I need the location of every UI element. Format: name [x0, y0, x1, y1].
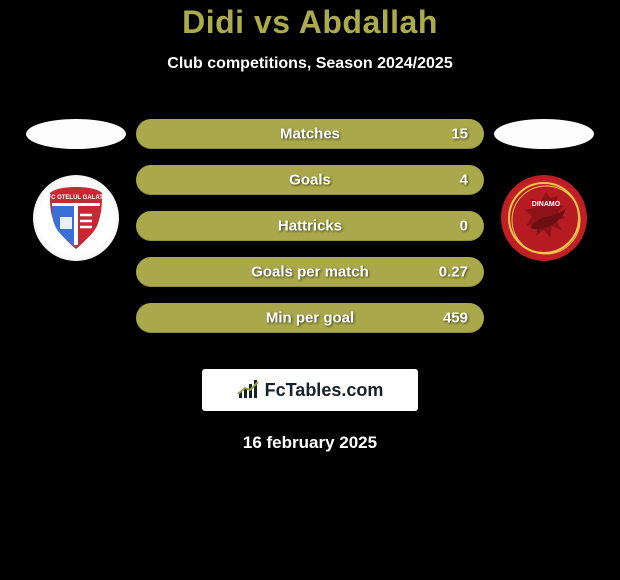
- right-column: DINAMO: [484, 119, 604, 261]
- stat-label: Matches: [280, 126, 340, 143]
- stat-row-hattricks: Hattricks 0: [136, 211, 484, 241]
- right-club-badge: DINAMO: [501, 175, 587, 261]
- stat-value: 4: [460, 172, 468, 189]
- stat-value: 459: [443, 310, 468, 327]
- subtitle: Club competitions, Season 2024/2025: [0, 55, 620, 73]
- stat-row-goals: Goals 4: [136, 165, 484, 195]
- shield-icon: FC OTELUL GALATI: [46, 185, 106, 251]
- svg-text:DINAMO: DINAMO: [532, 201, 561, 208]
- stat-label: Min per goal: [266, 310, 354, 327]
- stat-value: 0.27: [439, 264, 468, 281]
- comparison-card: Didi vs Abdallah Club competitions, Seas…: [0, 0, 620, 453]
- logo-text: FcTables.com: [265, 380, 384, 401]
- right-player-slot: [494, 119, 594, 149]
- dinamo-icon: DINAMO: [510, 184, 582, 256]
- stat-value: 15: [451, 126, 468, 143]
- stat-label: Hattricks: [278, 218, 342, 235]
- bar-chart-icon: [237, 380, 261, 400]
- stat-label: Goals: [289, 172, 331, 189]
- site-logo: FcTables.com: [202, 369, 418, 411]
- left-column: FC OTELUL GALATI: [16, 119, 136, 261]
- stat-label: Goals per match: [251, 264, 369, 281]
- stat-row-min-per-goal: Min per goal 459: [136, 303, 484, 333]
- svg-text:FC OTELUL GALATI: FC OTELUL GALATI: [47, 195, 104, 201]
- stat-value: 0: [460, 218, 468, 235]
- page-title: Didi vs Abdallah: [0, 4, 620, 41]
- stat-row-matches: Matches 15: [136, 119, 484, 149]
- stat-row-goals-per-match: Goals per match 0.27: [136, 257, 484, 287]
- main-row: FC OTELUL GALATI Matches 15 Goals 4 Hatt…: [0, 119, 620, 333]
- left-club-badge: FC OTELUL GALATI: [33, 175, 119, 261]
- stats-column: Matches 15 Goals 4 Hattricks 0 Goals per…: [136, 119, 484, 333]
- left-player-slot: [26, 119, 126, 149]
- date-label: 16 february 2025: [0, 433, 620, 453]
